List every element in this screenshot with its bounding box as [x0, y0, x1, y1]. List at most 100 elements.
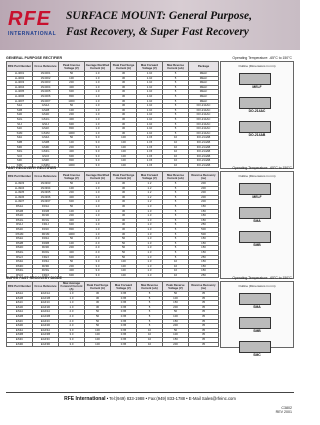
spec-table: RFE Part Number Cross Reference Peak Inver…	[6, 171, 219, 279]
table-row: LL4003 1N4003 200 1.0 30 1.10 5 MELF	[6, 80, 219, 86]
cell: 10	[136, 341, 163, 348]
package: SMC	[221, 336, 293, 360]
package-label: DO-214AC	[248, 109, 266, 113]
outline-box: Outline (Dimensions in mm) MELF SMA SMB	[220, 171, 294, 279]
column-header: Peak Fwd Surge Current (A)	[110, 171, 137, 182]
cell: 35	[188, 341, 219, 348]
header-row: RFE Part Number Cross Reference Peak Inver…	[6, 171, 219, 182]
column-header: Peak Fwd Surge Current (A)	[84, 281, 111, 292]
footer: RFE International • Tel:(949) 833-1988 •…	[0, 396, 300, 402]
logo-subtitle: INTERNATIONAL	[8, 31, 57, 37]
package-drawing	[239, 121, 271, 133]
package-drawing	[239, 183, 271, 195]
column-header: Reverse Recovery (ns)	[188, 171, 219, 182]
doc-code: C3802 REV 2001	[276, 406, 292, 415]
title: Fast Recovery, & Super Fast Recovery	[66, 26, 249, 38]
cell: ES3D	[6, 341, 33, 348]
package-label: DO-214AB	[248, 133, 266, 137]
company: RFE International	[64, 396, 106, 402]
header-row: RFE Part Number Cross Reference Peak Inver…	[6, 61, 219, 72]
page: RFE INTERNATIONAL SURFACE MOUNT: General…	[0, 0, 300, 415]
column-header: Max Reverse Current (uA)	[136, 281, 163, 292]
column-header: Peak Inverse Voltage (V)	[58, 61, 85, 72]
table-row: RS3G FR3G 400 3.0 100 1.3 10 150	[6, 268, 219, 274]
operating-temp: Operating Temperature: -65°C to 150°C	[232, 166, 292, 170]
operating-temp: Operating Temperature: -65°C to 150°C	[232, 276, 292, 280]
package-label: SMB	[253, 243, 261, 247]
column-header: RFE Part Number	[6, 61, 33, 72]
column-header: Peak Fwd Surge Current (A)	[110, 61, 137, 72]
package: MELF	[221, 68, 293, 92]
package: SMB	[221, 312, 293, 336]
outline-box: Outline (Dimensions in mm) MELF DO-214AC DO…	[220, 61, 294, 169]
contacts: • Tel:(949) 833-1988 • Fax:(949) 833-178…	[106, 396, 236, 401]
column-header: RFE Part Number	[6, 171, 33, 182]
package-drawing	[239, 341, 271, 353]
column-header: Max Forward Voltage (V)	[136, 61, 163, 72]
header-row: RFE Part Number Cross Reference Max Averag…	[6, 281, 219, 292]
cell: 3.0	[58, 341, 85, 348]
column-header: Peak Inverse Voltage (V)	[58, 171, 85, 182]
revision: REV 2001	[275, 410, 292, 415]
package: SMB	[221, 226, 293, 250]
outline-title: Outline (Dimensions in mm)	[238, 64, 276, 68]
title: SURFACE MOUNT: General Purpose,	[66, 10, 252, 22]
package-drawing	[239, 317, 271, 329]
package: DO-214AB	[221, 116, 293, 140]
column-header: Package	[188, 61, 219, 72]
header-band	[0, 0, 300, 50]
package-label: SMC	[253, 353, 261, 357]
package-label: MELF	[252, 195, 262, 199]
package: DO-214AC	[221, 92, 293, 116]
operating-temp: Operating Temperature: -65°C to 150°C	[232, 56, 292, 60]
package-drawing	[239, 293, 271, 305]
outline-title: Outline (Dimensions in mm)	[238, 174, 276, 178]
column-header: Max Reverse Current (uA)	[162, 171, 189, 182]
section-title: GENERAL PURPOSE RECTIFIER	[6, 56, 63, 60]
column-header: Average Rectified Current (A)	[84, 171, 111, 182]
column-header: Max Reverse Current (uA)	[162, 61, 189, 72]
package-label: SMB	[253, 329, 261, 333]
outline-box: Outline (Dimensions in mm) SMA SMB SMC	[220, 281, 294, 357]
cell: DO-214AB	[188, 162, 219, 169]
package-drawing	[239, 97, 271, 109]
footer-rule	[6, 392, 294, 393]
column-header: Max Average Forward Current (A)	[58, 281, 85, 292]
code: C3802	[281, 406, 292, 410]
column-header: Max Forward Voltage (V)	[136, 171, 163, 182]
column-header: Max Forward Voltage (V)	[110, 281, 137, 292]
column-header: Peak Reverse Voltage (V)	[162, 281, 189, 292]
cell: EGF3D	[32, 341, 59, 348]
logo: RFE	[8, 8, 51, 30]
package-drawing	[239, 231, 271, 243]
section: SUPER FAST RECOVERY DIODE Operating Tempe…	[6, 276, 294, 357]
package-label: MELF	[252, 85, 262, 89]
cell: 200	[162, 341, 189, 348]
table-row: RS1J FR1J 600 1.0 30 1.3 5 250	[6, 222, 219, 228]
column-header: Cross Reference	[32, 281, 59, 292]
section-title: SUPER FAST RECOVERY DIODE	[6, 276, 62, 280]
table-row: S3M GS3M 1000 3.0 100 1.15 10 DO-214AB	[6, 162, 219, 169]
package-label: SMA	[253, 305, 261, 309]
column-header: Reverse Recovery (ns)	[188, 281, 219, 292]
column-header: Average Rectified Current (A)	[84, 61, 111, 72]
cell: 100	[84, 341, 111, 348]
package-drawing	[239, 207, 271, 219]
section: GENERAL PURPOSE RECTIFIER Operating Tempe…	[6, 56, 294, 169]
cell: 250	[188, 272, 219, 279]
package: SMA	[221, 288, 293, 312]
column-header: Cross Reference	[32, 61, 59, 72]
package-label: SMA	[253, 219, 261, 223]
column-header: Cross Reference	[32, 171, 59, 182]
table-row: ES3D EGF3D 3.0 100 0.95 10 200 35	[6, 341, 219, 348]
package-drawing	[239, 73, 271, 85]
package: MELF	[221, 178, 293, 202]
table-row: RS3J FR3J 600 3.0 100 1.3 10 250	[6, 272, 219, 279]
table-row: RS2G FR2G 400 2.0 50 1.3 5 150	[6, 249, 219, 256]
cell: 0.95	[110, 341, 137, 348]
spec-table: RFE Part Number Cross Reference Max Averag…	[6, 281, 219, 348]
outline-title: Outline (Dimensions in mm)	[238, 284, 276, 288]
table-row: RS2B FR2B 100 2.0 50 1.3 5 150	[6, 240, 219, 247]
column-header: RFE Part Number	[6, 281, 33, 292]
section: FAST RECOVERY RECTIFIER Operating Tempera…	[6, 166, 294, 279]
